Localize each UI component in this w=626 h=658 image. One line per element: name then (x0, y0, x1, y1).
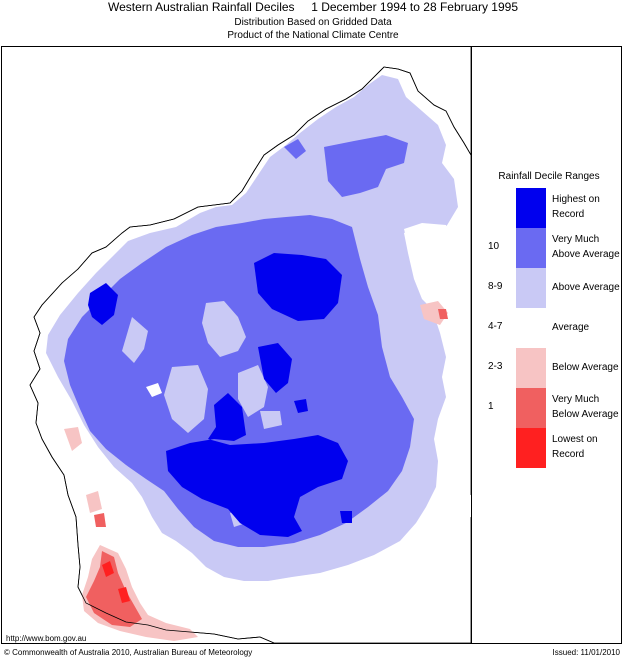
map-subtitle-method: Distribution Based on Gridded Data (234, 17, 392, 28)
legend-label-highest: Highest on Record (552, 194, 600, 220)
legend-swatch-highest (516, 188, 546, 228)
map-subtitle-producer: Product of the National Climate Centre (227, 30, 399, 41)
legend-row-lowest: Lowest on Record (476, 428, 620, 468)
highest-on-record-spot-1 (294, 399, 308, 413)
average-spot-2 (260, 411, 282, 429)
wa-state-shape (29, 47, 471, 643)
legend-label-very-much-below: Very Much Below Average (552, 394, 619, 420)
map-frame (1, 46, 622, 644)
average-hole-south (164, 365, 208, 433)
legend-swatch-very-much-above (516, 228, 546, 268)
legend-swatch-very-much-below (516, 388, 546, 428)
lowest-on-record-patch-1 (102, 561, 114, 577)
copyright-notice: © Commonwealth of Australia 2010, Austra… (4, 648, 253, 657)
legend-row-highest: Highest on Record (476, 188, 620, 228)
legend-row-very-much-above: 10 Very Much Above Average (476, 228, 620, 268)
legend-title: Rainfall Decile Ranges (498, 171, 600, 182)
average-hole-central (202, 301, 246, 357)
below-average-coast-2 (86, 491, 102, 513)
legend-divider (471, 46, 472, 644)
very-much-below-average-east (438, 309, 448, 319)
average-spot-1 (146, 383, 162, 397)
average-south-east (432, 487, 471, 523)
legend-swatch-average (516, 308, 546, 348)
legend-range: 4-7 (488, 321, 503, 332)
legend-range: 2-3 (488, 361, 503, 372)
north-above-average-patch (324, 135, 408, 197)
north-coast-above-average-patch (284, 139, 306, 159)
legend-row-average: 4-7 Average (476, 308, 620, 348)
source-url[interactable]: http://www.bom.gov.au (6, 634, 87, 643)
highest-on-record-spot-2 (340, 511, 352, 523)
legend-row-below: 2-3 Below Average (476, 348, 620, 388)
below-average-coast-3 (94, 513, 106, 527)
average-hole-west (122, 317, 148, 363)
legend-label-average: Average (552, 322, 590, 333)
legend-label-below: Below Average (552, 362, 619, 373)
rainfall-decile-map (29, 47, 471, 643)
legend-label-above: Above Average (552, 282, 620, 293)
legend-range: 1 (488, 401, 494, 412)
lowest-on-record-patch-2 (118, 587, 130, 603)
legend-swatch-below (516, 348, 546, 388)
average-east-strip (404, 223, 454, 299)
very-much-below-average-south-west (86, 551, 142, 627)
coastline (29, 66, 471, 643)
issued-date: Issued: 11/01/2010 (552, 648, 620, 657)
map-title: Western Australian Rainfall Deciles 1 De… (108, 0, 518, 14)
legend-swatch-lowest (516, 428, 546, 468)
legend-label-very-much-above: Very Much Above Average (552, 234, 620, 260)
legend-range: 8-9 (488, 281, 503, 292)
below-average-coast-1 (64, 427, 82, 451)
highest-on-record-north (254, 253, 342, 321)
legend-row-very-much-below: 1 Very Much Below Average (476, 388, 620, 428)
legend-range: 10 (488, 241, 500, 252)
highest-on-record-south (166, 393, 348, 537)
legend-swatch-above (516, 268, 546, 308)
highest-on-record-west (88, 283, 118, 325)
legend-label-lowest: Lowest on Record (552, 434, 598, 460)
legend-row-above: 8-9 Above Average (476, 268, 620, 308)
average-hole-east-inland (238, 365, 268, 417)
highest-on-record-central (258, 343, 292, 393)
